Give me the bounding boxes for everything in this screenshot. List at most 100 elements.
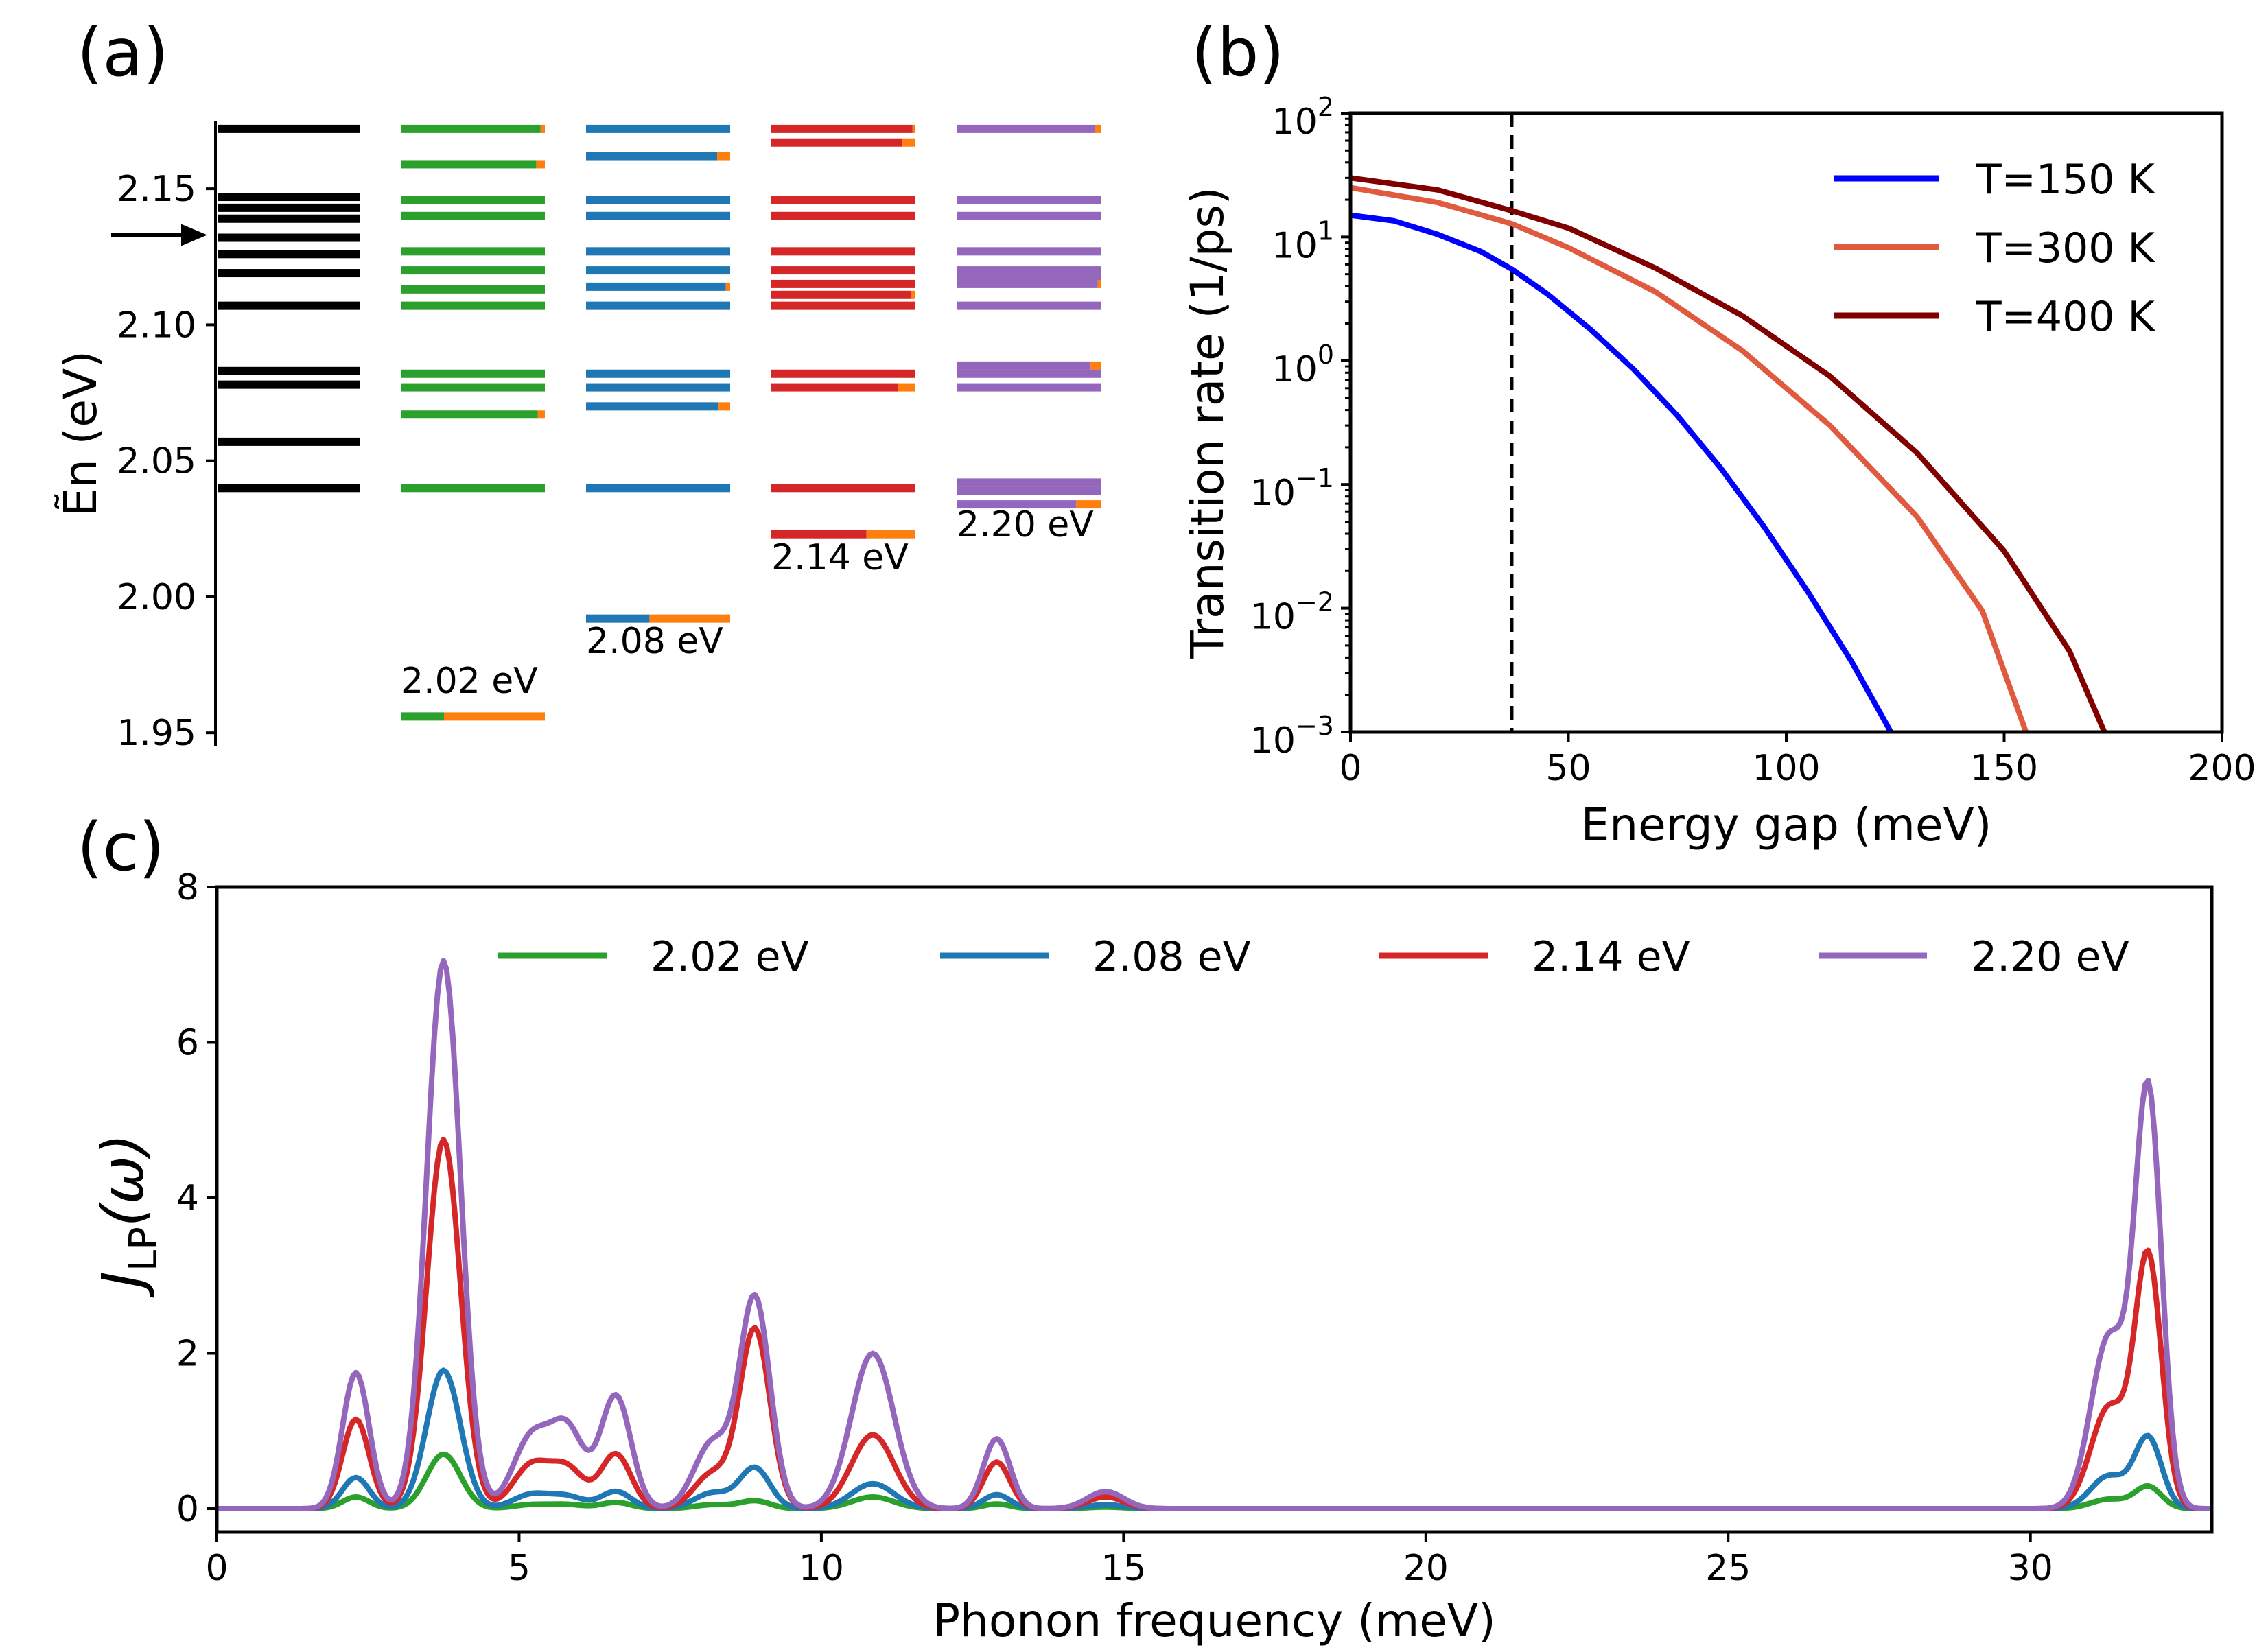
level-line-orange-part [898, 383, 915, 392]
ylabel-arg: (ω) [89, 1133, 156, 1227]
legend-label: 2.02 eV [651, 933, 809, 981]
axis-b-xtick-label: 0 [1339, 748, 1361, 789]
axis-c-xtick-label: 5 [508, 1548, 530, 1589]
reference-level [218, 366, 360, 375]
level-line [957, 361, 1091, 370]
level-line [401, 160, 537, 169]
panel-c: (c) 0 5 10 15 20 25 30 Phonon frequency (meV) 0 2 4… [77, 809, 2214, 1647]
ytick-base: 10 [1272, 349, 1318, 390]
reference-level [218, 484, 360, 493]
level-line [401, 285, 545, 294]
level-line-orange-part [1076, 500, 1101, 509]
level-line [771, 530, 867, 539]
ytick-base: 10 [1272, 225, 1318, 266]
axis-b-ytick-label: 10−3 [1250, 711, 1334, 762]
level-line [401, 301, 545, 310]
level-line [957, 500, 1077, 509]
ylabel-main: J [89, 1271, 156, 1298]
axis-a-ytick-label: 1.95 [117, 713, 196, 754]
reference-level [218, 203, 360, 212]
ytick-exponent: 2 [1318, 92, 1334, 122]
level-line-orange-part [649, 614, 730, 623]
legend-label: 2.20 eV [1971, 933, 2129, 981]
ytick-base: 10 [1250, 720, 1296, 762]
reference-level [218, 380, 360, 389]
series-line [217, 1367, 2212, 1511]
level-line [586, 402, 719, 411]
level-line [957, 478, 1101, 487]
level-column-label: 2.14 eV [771, 537, 909, 578]
panel-label-a: (a) [77, 14, 169, 91]
level-line [771, 138, 903, 147]
axis-b-xlabel: Energy gap (meV) [1581, 799, 1992, 851]
axis-a-ytick-label: 2.00 [117, 577, 196, 618]
level-line [586, 614, 650, 623]
level-line-orange-part [1090, 361, 1101, 370]
level-line [771, 484, 915, 493]
level-line [771, 301, 915, 310]
axis-c-frame [215, 885, 2214, 1534]
ytick-exponent: −2 [1296, 587, 1334, 617]
ytick-exponent: 1 [1318, 215, 1334, 246]
level-line [401, 410, 538, 419]
reference-level [218, 193, 360, 202]
axis-a-ytick-label: 2.05 [117, 441, 196, 482]
axis-a-ytick-label: 2.15 [117, 169, 196, 210]
panel-label-c: (c) [77, 809, 165, 886]
axis-c-xtick-label: 0 [205, 1548, 228, 1589]
level-line [586, 282, 726, 291]
level-line [957, 124, 1095, 133]
level-line [957, 383, 1101, 392]
level-line [957, 272, 1101, 281]
level-line [771, 290, 911, 299]
level-line [401, 266, 545, 275]
axis-c-ytick-label: 2 [176, 1334, 199, 1375]
axis-b-ytick-label: 10−2 [1250, 587, 1334, 638]
level-line-orange-part [1095, 124, 1101, 133]
axis-c-xtick-label: 10 [799, 1548, 844, 1589]
series-line [1350, 175, 2107, 733]
level-line [957, 211, 1101, 220]
legend-label: T=400 K [1976, 293, 2156, 341]
panel-label-b: (b) [1191, 14, 1285, 91]
level-line-orange-part [536, 160, 545, 169]
level-line [586, 152, 718, 161]
axis-c-xtick-label: 30 [2008, 1548, 2053, 1589]
axis-b-ytick-label: 10−1 [1250, 463, 1334, 514]
axis-b-xtick-label: 50 [1545, 748, 1591, 789]
level-line [586, 124, 730, 133]
level-line [957, 279, 1098, 288]
level-line-orange-part [540, 124, 545, 133]
level-line-orange-part [866, 530, 915, 539]
legend-label: T=150 K [1976, 156, 2156, 204]
level-line [771, 279, 915, 288]
axis-b-xtick-label: 200 [2188, 748, 2256, 789]
level-line [586, 301, 730, 310]
series-line [1350, 212, 1893, 733]
level-line-orange-part [902, 138, 915, 147]
level-line [586, 369, 730, 378]
reference-level [218, 250, 360, 259]
level-line [771, 369, 915, 378]
panel-a: (a) 1.95 2.00 2.05 2.10 2.15 Ẽn (eV) 2.02 eV 2.0… [54, 14, 1101, 754]
axis-b-ytick-label: 100 [1272, 340, 1334, 390]
level-line [771, 211, 915, 220]
axis-c-ytick-label: 0 [176, 1489, 199, 1530]
level-line-orange-part [912, 124, 915, 133]
ytick-exponent: −1 [1296, 463, 1334, 493]
level-line-orange-part [717, 152, 730, 161]
level-line [401, 211, 545, 220]
level-line-orange-part [444, 712, 545, 721]
reference-level [218, 437, 360, 446]
reference-level [218, 301, 360, 310]
axis-c-ytick-label: 4 [176, 1178, 199, 1219]
reference-level [218, 124, 360, 133]
level-line [401, 383, 545, 392]
legend-label: T=300 K [1976, 224, 2156, 272]
level-line [401, 712, 444, 721]
level-column-label: 2.02 eV [401, 661, 538, 702]
reference-level [218, 214, 360, 223]
level-line [586, 484, 730, 493]
